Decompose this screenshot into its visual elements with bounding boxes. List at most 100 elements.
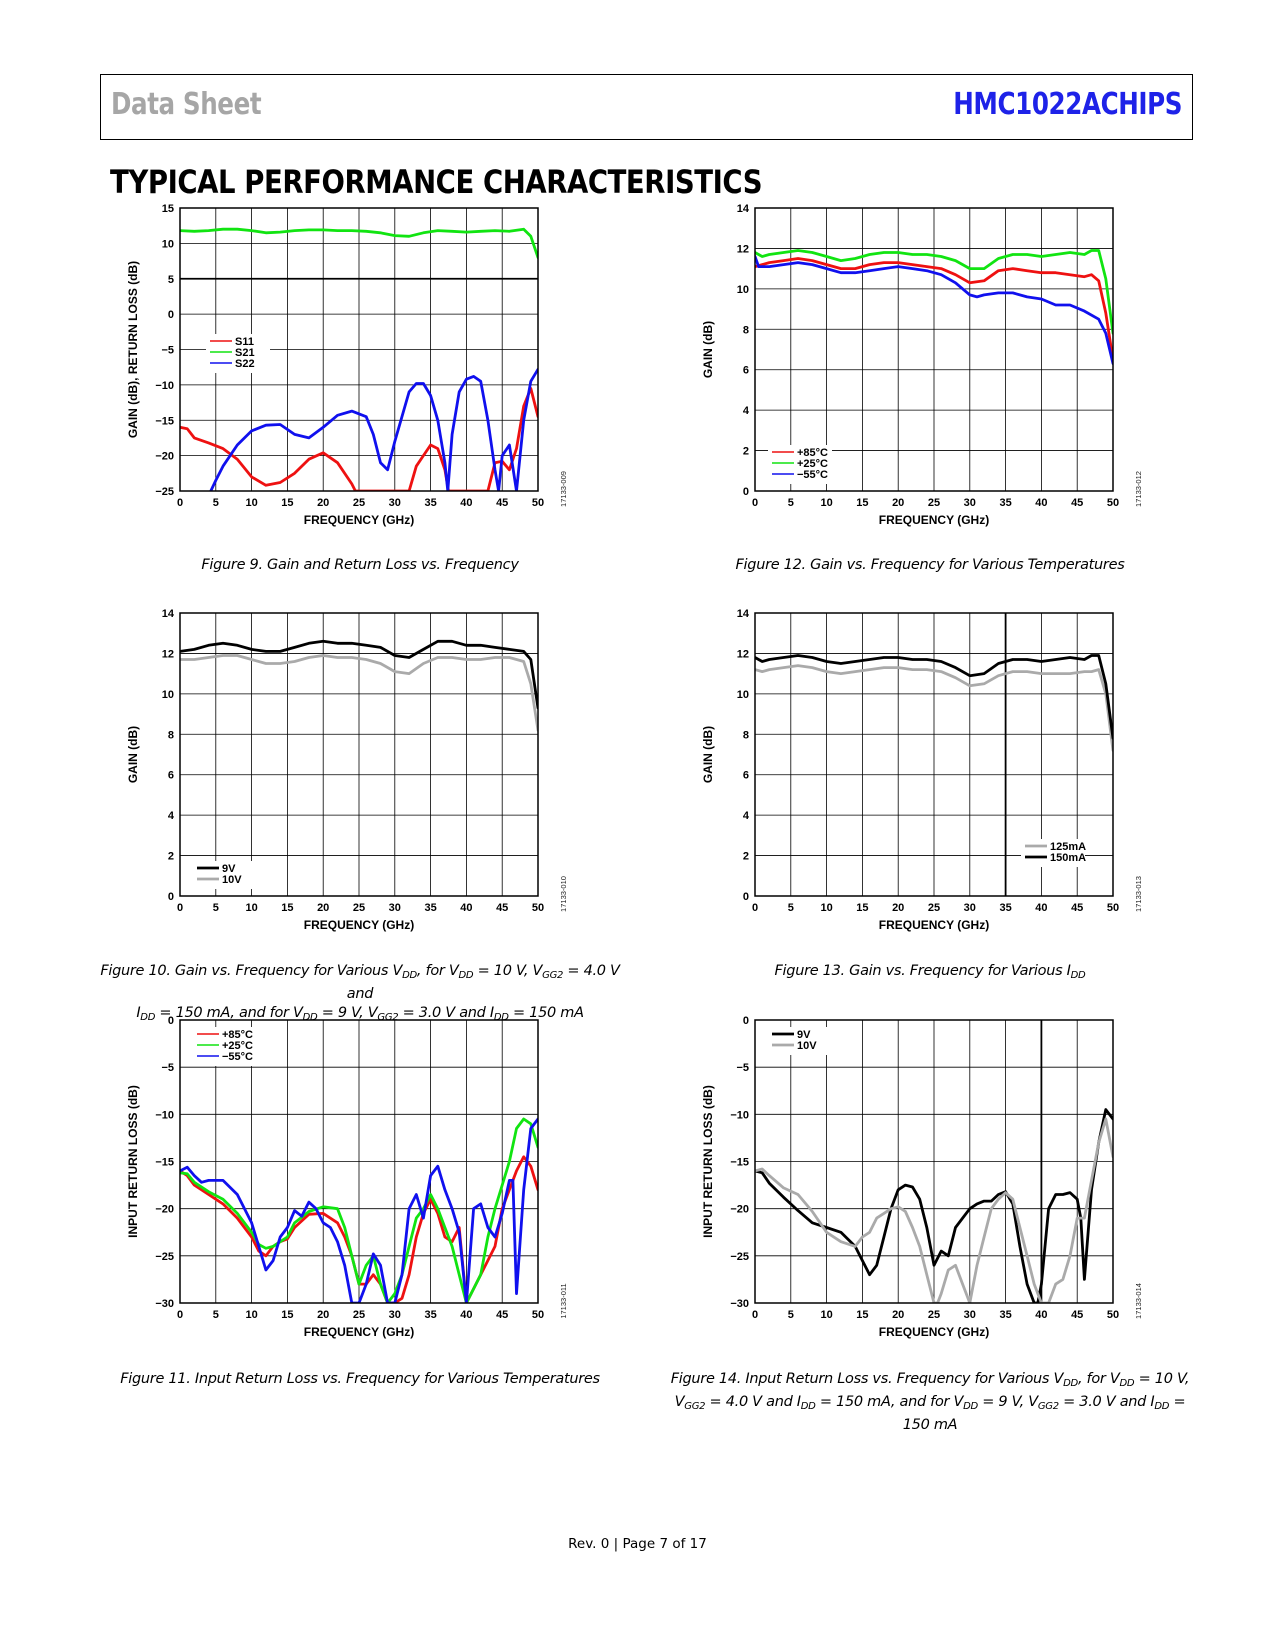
series-line-85C bbox=[755, 257, 1113, 362]
x-tick-label: 20 bbox=[317, 1309, 329, 1321]
y-tick-label: 14 bbox=[162, 608, 175, 620]
x-axis-label: FREQUENCY (GHz) bbox=[304, 1325, 414, 1339]
x-tick-label: 20 bbox=[892, 497, 904, 509]
figure-11-chart: 0 5 10 15 20 25 30 35 40 45 50 −30 −25 −20 −15 −10 −5 0 FR… bbox=[126, 1015, 568, 1339]
x-tick-label: 35 bbox=[424, 1309, 436, 1321]
x-tick-label: 0 bbox=[177, 497, 183, 509]
y-tick-label: −10 bbox=[730, 1109, 749, 1121]
plot-frame bbox=[754, 207, 1114, 492]
y-tick-label: 14 bbox=[737, 203, 750, 215]
x-tick-label: 5 bbox=[213, 497, 219, 509]
x-tick-label: 15 bbox=[281, 1309, 293, 1321]
x-tick-label: 45 bbox=[496, 1309, 508, 1321]
y-tick-label: 0 bbox=[743, 891, 749, 903]
figure-code: 17133-014 bbox=[1134, 1283, 1143, 1319]
y-tick-label: −15 bbox=[730, 1157, 749, 1169]
legend-label: 10V bbox=[222, 874, 242, 886]
figure-14-chart: 0 5 10 15 20 25 30 35 40 45 50 −30 −25 −20 −15 −10 −5 0 FR… bbox=[701, 1015, 1143, 1339]
x-tick-label: 50 bbox=[532, 902, 544, 914]
y-axis-label: GAIN (dB) bbox=[701, 321, 715, 378]
y-axis-label: INPUT RETURN LOSS (dB) bbox=[126, 1085, 140, 1238]
x-tick-label: 0 bbox=[177, 1309, 183, 1321]
legend-label: 150mA bbox=[1050, 852, 1086, 864]
y-tick-label: 5 bbox=[168, 274, 174, 286]
x-tick-label: 25 bbox=[353, 902, 365, 914]
y-tick-label: 10 bbox=[162, 238, 174, 250]
x-axis-label: FREQUENCY (GHz) bbox=[879, 918, 989, 932]
figure-14-sub-dd-c: DD bbox=[800, 1401, 816, 1412]
x-tick-label: 30 bbox=[389, 497, 401, 509]
figure-10-sub-gg2-a: GG2 bbox=[542, 970, 564, 981]
x-tick-label: 45 bbox=[1071, 902, 1083, 914]
y-tick-label: −10 bbox=[155, 380, 174, 392]
series-line-55C bbox=[755, 255, 1113, 366]
plot-frame bbox=[754, 612, 1114, 897]
series-line-9V bbox=[755, 1108, 1113, 1303]
figure-12-caption-text: Figure 12. Gain vs. Frequency for Variou… bbox=[735, 557, 1125, 573]
plot-frame bbox=[179, 207, 539, 492]
x-tick-label: 40 bbox=[460, 902, 472, 914]
figure-14-caption-p7: = 3.0 V and I bbox=[1058, 1394, 1155, 1410]
figure-14-caption: Figure 14. Input Return Loss vs. Frequen… bbox=[660, 1370, 1200, 1435]
y-tick-label: 6 bbox=[743, 365, 749, 377]
figure-10-caption-p2: , for V bbox=[416, 963, 459, 979]
x-tick-label: 45 bbox=[1071, 497, 1083, 509]
y-tick-label: 12 bbox=[737, 648, 749, 660]
y-tick-label: 4 bbox=[743, 810, 750, 822]
series-line-25C bbox=[755, 249, 1113, 335]
figure-14-caption-p3: = 10 V, bbox=[1134, 1371, 1190, 1387]
x-tick-label: 25 bbox=[353, 1309, 365, 1321]
legend: +85°C+25°C−55°C bbox=[193, 1027, 257, 1066]
plot-frame bbox=[754, 1019, 1114, 1304]
figure-9-caption-text: Figure 9. Gain and Return Loss vs. Frequ… bbox=[201, 557, 519, 573]
x-tick-label: 50 bbox=[1107, 497, 1119, 509]
figure-14-sub-dd-a: DD bbox=[1063, 1378, 1078, 1389]
y-tick-label: 0 bbox=[168, 309, 174, 321]
x-tick-label: 15 bbox=[281, 902, 293, 914]
y-tick-label: 10 bbox=[737, 689, 749, 701]
figure-code: 17133-010 bbox=[559, 876, 568, 912]
legend-label: 9V bbox=[222, 863, 236, 875]
y-tick-label: 0 bbox=[743, 486, 749, 498]
figure-10-caption-p6: = 9 V, V bbox=[317, 1005, 378, 1021]
y-tick-label: −15 bbox=[155, 1157, 174, 1169]
y-tick-label: −25 bbox=[730, 1251, 749, 1263]
x-tick-label: 30 bbox=[389, 902, 401, 914]
y-tick-label: 0 bbox=[168, 1015, 174, 1027]
x-tick-label: 45 bbox=[496, 902, 508, 914]
x-tick-label: 50 bbox=[1107, 1309, 1119, 1321]
series-line-150mA bbox=[755, 654, 1113, 740]
figure-code: 17133-013 bbox=[1134, 876, 1143, 912]
x-tick-label: 10 bbox=[820, 1309, 832, 1321]
x-tick-label: 30 bbox=[964, 497, 976, 509]
y-tick-label: −5 bbox=[161, 345, 174, 357]
figure-14-caption-p5: = 150 mA, and for V bbox=[815, 1394, 964, 1410]
x-tick-label: 25 bbox=[353, 497, 365, 509]
x-tick-label: 30 bbox=[964, 1309, 976, 1321]
figure-14-caption-p4: = 4.0 V and I bbox=[705, 1394, 802, 1410]
x-axis-label: FREQUENCY (GHz) bbox=[304, 918, 414, 932]
figure-14-sub-dd-b: DD bbox=[1119, 1378, 1135, 1389]
y-axis-label: GAIN (dB) bbox=[126, 726, 140, 783]
x-tick-label: 35 bbox=[999, 902, 1011, 914]
x-tick-label: 40 bbox=[1035, 902, 1047, 914]
x-tick-label: 25 bbox=[928, 1309, 940, 1321]
figure-14-sub-dd-d: DD bbox=[963, 1401, 978, 1412]
y-tick-label: 6 bbox=[743, 770, 749, 782]
legend-label: 9V bbox=[797, 1029, 811, 1041]
y-tick-label: 8 bbox=[743, 324, 749, 336]
series-line-9V bbox=[180, 639, 538, 710]
y-tick-label: −30 bbox=[730, 1298, 749, 1310]
x-tick-label: 15 bbox=[856, 902, 868, 914]
x-tick-label: 50 bbox=[532, 497, 544, 509]
figure-12-caption: Figure 12. Gain vs. Frequency for Variou… bbox=[700, 556, 1160, 575]
y-tick-label: −20 bbox=[730, 1204, 749, 1216]
x-tick-label: 40 bbox=[460, 1309, 472, 1321]
x-tick-label: 40 bbox=[1035, 1309, 1047, 1321]
x-axis-label: FREQUENCY (GHz) bbox=[879, 513, 989, 527]
figure-11-caption-text: Figure 11. Input Return Loss vs. Frequen… bbox=[120, 1371, 600, 1387]
x-tick-label: 15 bbox=[856, 1309, 868, 1321]
figure-13-caption: Figure 13. Gain vs. Frequency for Variou… bbox=[700, 962, 1160, 985]
legend-label: +85°C bbox=[222, 1029, 253, 1041]
y-tick-label: 2 bbox=[743, 851, 749, 863]
